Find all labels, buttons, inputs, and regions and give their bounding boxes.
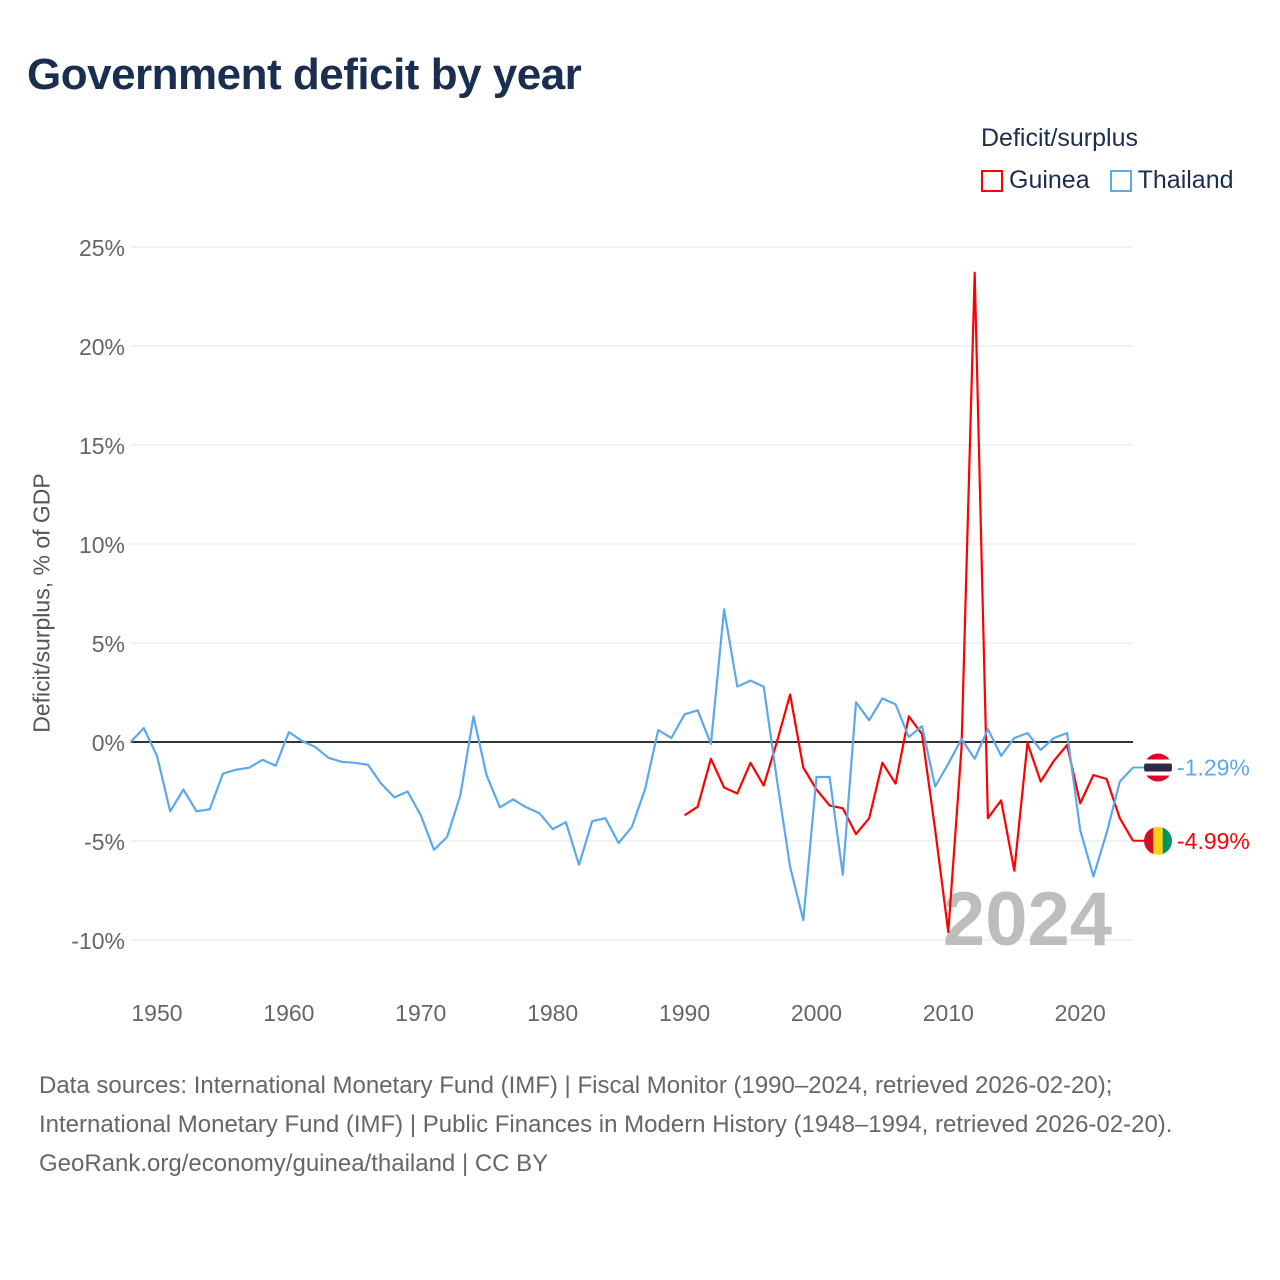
series-line-guinea [683, 271, 1134, 934]
footer: Data sources: International Monetary Fun… [39, 1066, 1239, 1183]
legend-title: Deficit/surplus [981, 124, 1138, 152]
credit-link[interactable]: GeoRank.org/economy/guinea/thailand | CC… [39, 1150, 549, 1177]
x-tick-label: 1980 [527, 1000, 578, 1026]
y-tick-label: 20% [79, 334, 125, 360]
legend: Guinea Thailand [981, 166, 1234, 195]
x-tick-label: 2010 [923, 1000, 974, 1026]
guinea-end-label: -4.99% [1177, 828, 1250, 854]
flag-stripe [1162, 826, 1172, 855]
chart-title: Government deficit by year [27, 50, 582, 99]
series-line-thailand [129, 608, 1134, 922]
flag-stripe [1144, 759, 1172, 764]
x-tick-label: 1950 [131, 1000, 182, 1026]
legend-swatch-thailand [1109, 169, 1132, 192]
data-sources: Data sources: International Monetary Fun… [39, 1072, 1173, 1138]
flag-stripe [1144, 763, 1172, 772]
legend-item-guinea[interactable]: Guinea [981, 166, 1090, 195]
y-tick-label: 15% [79, 433, 125, 459]
flag-stripe [1153, 826, 1163, 855]
y-tick-label: 5% [92, 631, 125, 657]
legend-item-thailand[interactable]: Thailand [1109, 166, 1234, 195]
x-tick-label: 1990 [659, 1000, 710, 1026]
x-tick-label: 2020 [1055, 1000, 1106, 1026]
guinea-flag-icon [1144, 826, 1172, 855]
flag-stripe [1144, 771, 1172, 776]
y-tick-label: 10% [79, 532, 125, 558]
x-tick-label: 1970 [395, 1000, 446, 1026]
y-tick-label: 25% [79, 235, 125, 261]
y-tick-label: -10% [71, 928, 125, 954]
y-tick-label: 0% [92, 730, 125, 756]
x-tick-label: 1960 [263, 1000, 314, 1026]
thailand-flag-icon [1144, 753, 1172, 782]
thailand-end-label: -1.29% [1177, 755, 1250, 781]
flag-stripe [1144, 753, 1172, 760]
flag-stripe [1144, 775, 1172, 782]
x-tick-label: 2000 [791, 1000, 842, 1026]
flag-stripe [1144, 826, 1154, 855]
legend-label-guinea: Guinea [1009, 166, 1090, 194]
legend-swatch-guinea [981, 169, 1003, 192]
y-tick-label: -5% [84, 829, 125, 855]
legend-label-thailand: Thailand [1137, 166, 1234, 194]
year-watermark: 2024 [943, 877, 1112, 962]
